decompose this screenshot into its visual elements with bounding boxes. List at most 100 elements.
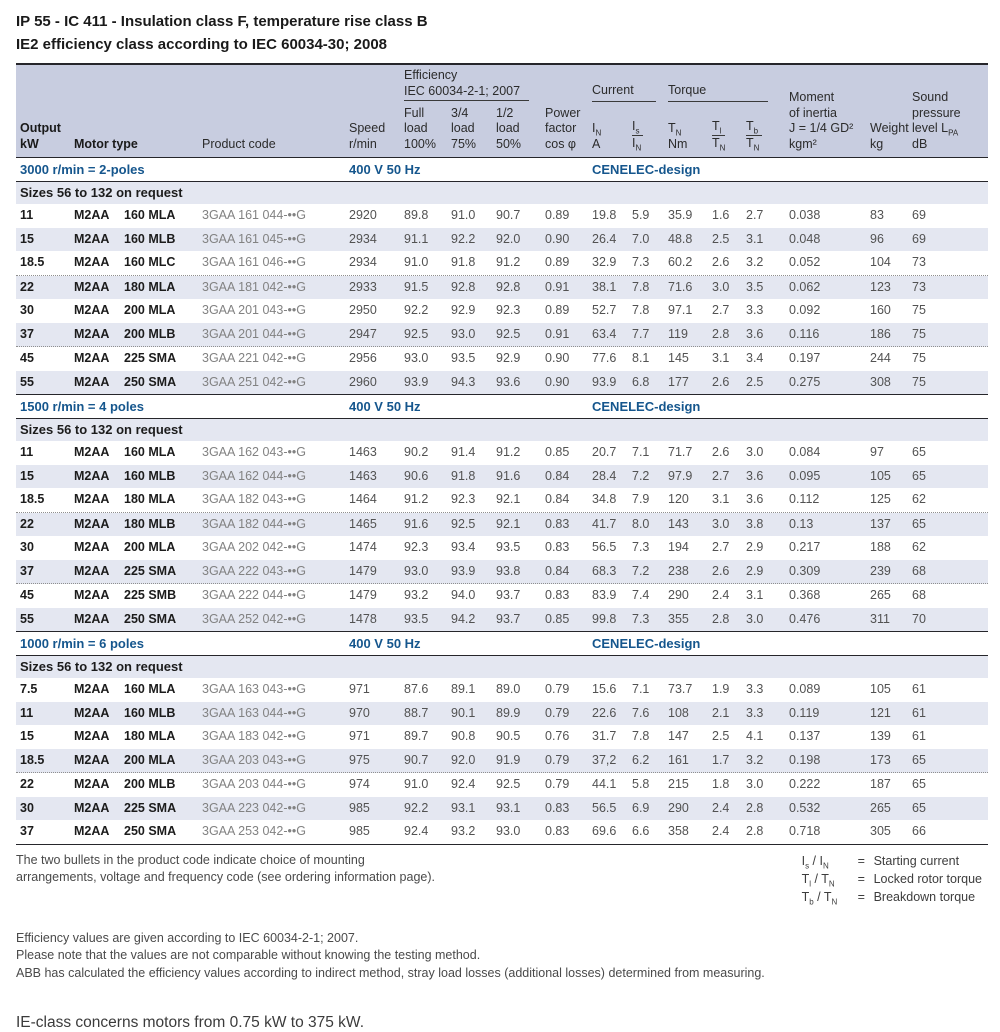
product-code: 3GAA 182 043-••G	[202, 492, 306, 506]
breakdown-torque-ratio: 4.1	[746, 729, 764, 743]
breakdown-torque-ratio: 2.7	[746, 208, 764, 222]
weight: 96	[870, 231, 884, 246]
col-header-starting-current-ratio: Is IN	[628, 119, 664, 152]
locked-rotor-torque-ratio: 2.5	[712, 231, 730, 246]
section-speed-label: 1000 r/min = 6 poles	[20, 636, 144, 651]
table-row: 37 M2AA 250 SMA 3GAA 253 042-••G 985 92.4 93.2…	[16, 820, 988, 845]
moment-of-inertia: 0.275	[789, 374, 821, 389]
starting-current-ratio: 7.3	[632, 255, 650, 269]
rated-current: 56.5	[592, 540, 617, 554]
starting-current-ratio: 7.0	[632, 231, 650, 246]
sizes-note-label: Sizes 56 to 132 on request	[20, 659, 183, 674]
table-row: 11 M2AA 160 MLA 3GAA 162 043-••G 1463 90.2 91.…	[16, 441, 988, 465]
efficiency-group-header: Efficiency IEC 60034-2-1; 2007	[404, 68, 530, 101]
product-code: 3GAA 221 042-••G	[202, 351, 306, 365]
locked-rotor-torque-ratio: 1.9	[712, 682, 730, 696]
sound-pressure-level: 66	[912, 824, 926, 838]
motor-size: 225 SMB	[124, 588, 177, 602]
moment-of-inertia: 0.198	[789, 752, 821, 767]
weight: 105	[870, 468, 891, 483]
weight: 188	[870, 540, 891, 554]
table-row: 11 M2AA 160 MLB 3GAA 163 044-••G 970 88.7 90.1…	[16, 701, 988, 725]
starting-current-ratio: 7.2	[632, 468, 650, 483]
locked-rotor-torque-ratio: 2.7	[712, 468, 730, 483]
section-divider-row: 1000 r/min = 6 poles 400 V 50 Hz CENELEC-d…	[16, 632, 988, 656]
rated-current: 38.1	[592, 279, 617, 294]
weight: 160	[870, 303, 891, 317]
motor-series: M2AA	[74, 682, 110, 696]
rated-torque: 194	[668, 540, 689, 554]
sound-pressure-level: 61	[912, 705, 926, 720]
product-code: 3GAA 223 042-••G	[202, 800, 306, 815]
moment-of-inertia: 0.532	[789, 800, 821, 815]
output-kw: 22	[20, 777, 34, 791]
sizes-note-row: Sizes 56 to 132 on request	[16, 182, 988, 204]
moment-of-inertia: 0.116	[789, 326, 820, 341]
eff-75-load: 93.0	[451, 326, 476, 341]
starting-current-ratio: 7.6	[632, 705, 650, 720]
product-code: 3GAA 161 044-••G	[202, 208, 306, 222]
current-group-header: Current	[592, 83, 656, 102]
legend-ratio-symbol: Tl / TN	[801, 871, 835, 888]
product-code: 3GAA 162 044-••G	[202, 468, 306, 483]
breakdown-torque-ratio: 2.8	[746, 824, 764, 838]
weight: 121	[870, 705, 891, 720]
speed: 985	[349, 800, 370, 815]
starting-current-ratio: 7.1	[632, 445, 650, 459]
eff-full-load: 89.7	[404, 729, 429, 743]
power-factor: 0.79	[545, 777, 570, 791]
eff-75-load: 91.0	[451, 208, 476, 222]
output-kw: 11	[20, 445, 34, 459]
col-header-motor-type: Motor type	[74, 136, 138, 151]
rated-torque: 71.7	[668, 445, 693, 459]
motor-size: 250 SMA	[124, 374, 177, 389]
starting-current-ratio: 7.3	[632, 611, 650, 626]
output-kw: 30	[20, 800, 34, 815]
power-factor: 0.79	[545, 682, 570, 696]
eff-full-load: 91.1	[404, 231, 429, 246]
sound-pressure-level: 73	[912, 279, 926, 294]
starting-current-ratio: 8.0	[632, 516, 650, 531]
moment-of-inertia: 0.089	[789, 682, 821, 696]
legend-label: Breakdown torque	[873, 889, 976, 904]
sound-pressure-level: 75	[912, 374, 926, 389]
legend-row: Tl / TN = Locked rotor torque	[802, 870, 982, 888]
eff-75-load: 93.1	[451, 800, 476, 815]
motor-series: M2AA	[74, 588, 110, 602]
eff-75-load: 94.3	[451, 374, 476, 389]
output-kw: 55	[20, 611, 34, 626]
weight: 139	[870, 729, 891, 743]
locked-rotor-torque-ratio: 3.0	[712, 516, 730, 531]
starting-current-ratio: 6.8	[632, 374, 650, 389]
eff-full-load: 93.9	[404, 374, 429, 389]
eff-50-load: 91.6	[496, 468, 521, 483]
sound-pressure-level: 65	[912, 468, 926, 483]
motor-size: 225 SMA	[124, 563, 177, 578]
eff-50-load: 92.8	[496, 279, 521, 294]
speed: 2956	[349, 351, 377, 365]
output-kw: 18.5	[20, 752, 45, 767]
rated-current: 99.8	[592, 611, 617, 626]
product-code: 3GAA 182 044-••G	[202, 516, 306, 531]
eff-full-load: 91.0	[404, 777, 429, 791]
weight: 104	[870, 255, 891, 269]
motor-size: 160 MLB	[124, 468, 176, 483]
speed: 974	[349, 777, 370, 791]
eff-75-load: 92.3	[451, 492, 476, 506]
col-header-speed: Speed r/min	[349, 121, 386, 151]
table-row: 15 M2AA 160 MLB 3GAA 161 045-••G 2934 91.1 92.…	[16, 227, 988, 251]
eff-75-load: 92.4	[451, 777, 476, 791]
motor-series: M2AA	[74, 303, 110, 317]
starting-current-ratio: 7.8	[632, 729, 650, 743]
speed: 1465	[349, 516, 377, 531]
speed: 1464	[349, 492, 377, 506]
output-kw: 30	[20, 303, 34, 317]
breakdown-torque-ratio: 3.0	[746, 777, 764, 791]
speed: 985	[349, 824, 370, 838]
breakdown-torque-ratio: 2.9	[746, 540, 764, 554]
weight: 137	[870, 516, 891, 531]
eff-50-load: 93.7	[496, 611, 521, 626]
eff-50-load: 90.7	[496, 208, 521, 222]
eff-full-load: 91.2	[404, 492, 429, 506]
rated-current: 26.4	[592, 231, 617, 246]
